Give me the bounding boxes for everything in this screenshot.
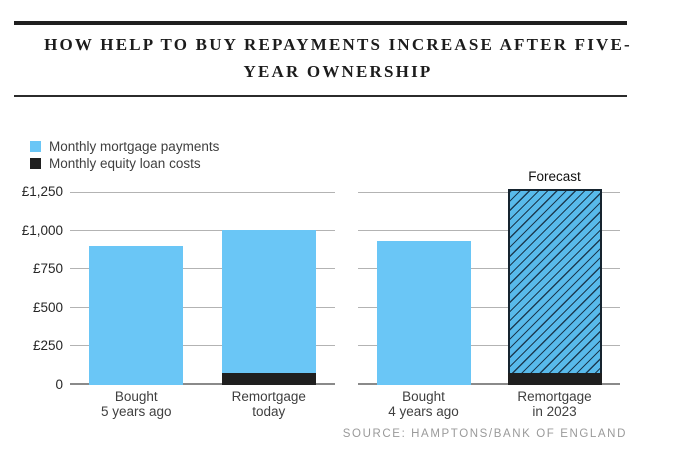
stacked-bar [221, 192, 316, 385]
bars-container [70, 192, 335, 385]
y-axis: 0 £250 £500 £750 £1,000 £1,250 [0, 184, 63, 392]
y-axis-tick-label: £500 [32, 299, 63, 315]
chart-panel-right: Forecast [358, 169, 620, 385]
x-axis-category-label: Bought 5 years ago [100, 389, 172, 419]
page-title: HOW HELP TO BUY REPAYMENTS INCREASE AFTE… [18, 31, 658, 85]
x-axis-baseline [358, 383, 620, 385]
mortgage-segment [221, 230, 316, 373]
stacked-bar: Forecast [507, 169, 602, 385]
gridline [70, 307, 335, 308]
gridline [70, 192, 335, 193]
legend-item-mortgage: Monthly mortgage payments [30, 138, 219, 155]
mortgage-segment [89, 246, 184, 385]
page-title-line1: HOW HELP TO BUY REPAYMENTS INCREASE AFTE… [44, 35, 632, 54]
gridline [70, 345, 335, 346]
equity-loan-segment [507, 373, 602, 385]
source-attribution: SOURCE: HAMPTONS/BANK OF ENGLAND [342, 428, 627, 440]
mortgage-swatch-icon [30, 141, 41, 152]
gridline [358, 268, 620, 269]
forecast-annotation: Forecast [528, 168, 581, 184]
mortgage-segment-forecast-hatched [507, 189, 602, 373]
mortgage-segment [376, 241, 471, 385]
stacked-bar [89, 192, 184, 385]
legend-label: Monthly equity loan costs [49, 156, 201, 171]
title-divider-rule [14, 95, 627, 97]
stacked-bar [376, 192, 471, 385]
page-title-line2: YEAR OWNERSHIP [243, 62, 433, 81]
bars-container: Forecast [358, 169, 620, 385]
top-rule [14, 21, 627, 25]
gridline [358, 345, 620, 346]
chart-panel-left [70, 192, 335, 385]
x-axis-labels-right: Bought 4 years ago Remortgage in 2023 [358, 389, 620, 419]
legend-item-equity: Monthly equity loan costs [30, 155, 219, 172]
x-axis-category-label: Remortgage today [231, 389, 306, 419]
gridline [358, 192, 620, 193]
y-axis-tick-label: £1,250 [21, 184, 63, 199]
gridline [358, 307, 620, 308]
x-axis-category-label: Remortgage in 2023 [517, 389, 592, 419]
y-axis-tick-label: £750 [32, 261, 63, 277]
gridline [358, 230, 620, 231]
y-axis-tick-label: £250 [32, 338, 63, 354]
x-axis-baseline [70, 383, 335, 385]
x-axis-labels-left: Bought 5 years ago Remortgage today [70, 389, 335, 419]
gridline [70, 268, 335, 269]
legend-label: Monthly mortgage payments [49, 139, 220, 154]
x-axis-category-label: Bought 4 years ago [388, 389, 459, 419]
gridline [70, 230, 335, 231]
y-axis-tick-label: £1,000 [21, 222, 63, 238]
equity-swatch-icon [30, 158, 41, 169]
y-axis-tick-label: 0 [55, 377, 63, 392]
chart-legend: Monthly mortgage payments Monthly equity… [30, 138, 219, 172]
equity-loan-segment [221, 373, 316, 385]
